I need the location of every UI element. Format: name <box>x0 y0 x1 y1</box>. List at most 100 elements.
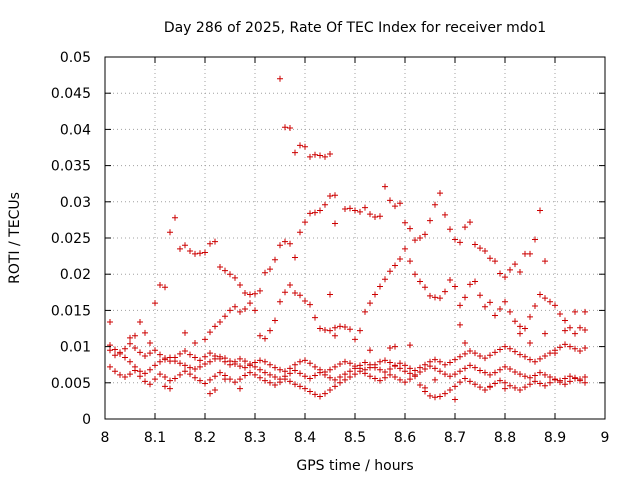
data-point-cluster-low-a <box>487 371 493 378</box>
data-point-arc-mid-1 <box>272 256 278 263</box>
data-point-cluster-low-c <box>452 356 458 363</box>
data-point-cluster-low-b <box>167 377 173 384</box>
data-point-arc-mid-3 <box>312 314 318 321</box>
data-point-cluster-low-c <box>277 376 283 383</box>
data-point-arc-mid-2 <box>492 258 498 265</box>
data-point-cluster-low-a <box>207 358 213 365</box>
data-point-arc-mid-1 <box>132 332 138 339</box>
data-point-arc-mid-3 <box>457 302 463 309</box>
data-point-cluster-low-b <box>262 377 268 384</box>
data-point-cluster-low-c <box>352 365 358 372</box>
data-point-arc-mid-1 <box>162 284 168 291</box>
x-tick-label: 8.1 <box>144 430 166 446</box>
data-point-cluster-low-c <box>542 353 548 360</box>
data-point-cluster-low-b <box>572 375 578 382</box>
data-point-arc-mid-1 <box>177 245 183 252</box>
data-point-cluster-low-c <box>527 356 533 363</box>
data-point-cluster-low-b <box>192 374 198 381</box>
data-point-cluster-low-b <box>417 381 423 388</box>
data-point-cluster-low-c <box>407 365 413 372</box>
data-point-arc-mid-2 <box>407 225 413 232</box>
data-point-arc-mid-3 <box>302 297 308 304</box>
data-point-arc-mid-1 <box>217 263 223 270</box>
data-point-cluster-low-b <box>137 373 143 380</box>
data-point-arc-mid-2 <box>462 224 468 231</box>
data-point-arc-mid-2 <box>372 214 378 221</box>
data-point-scatter-misc <box>182 329 188 336</box>
data-point-scatter-misc <box>192 339 198 346</box>
data-point-arc-mid-3 <box>237 308 243 315</box>
data-point-arc-mid-1 <box>227 271 233 278</box>
data-point-arc-mid-3 <box>447 276 453 283</box>
data-point-cluster-low-c <box>262 369 268 376</box>
data-point-arc-mid-3 <box>542 295 548 302</box>
data-point-cluster-low-c <box>372 364 378 371</box>
data-point-cluster-low-a <box>507 366 513 373</box>
data-point-arc-mid-1 <box>197 250 203 257</box>
data-point-scatter-misc <box>432 376 438 383</box>
data-point-cluster-low-a <box>242 364 248 371</box>
data-point-arc-mid-3 <box>397 255 403 262</box>
data-point-cluster-low-b <box>437 393 443 400</box>
data-point-arc-mid-1 <box>237 282 243 289</box>
data-point-cluster-low-b <box>397 376 403 383</box>
data-point-cluster-low-b <box>452 383 458 390</box>
data-point-arc-mid-3 <box>327 327 333 334</box>
data-point-scatter-misc <box>517 323 523 330</box>
data-point-arc-mid-2 <box>512 261 518 268</box>
data-point-arc-mid-3 <box>317 325 323 332</box>
data-point-arc-mid-1 <box>232 274 238 281</box>
data-point-cluster-low-b <box>432 394 438 401</box>
data-point-arc-mid-2 <box>377 213 383 220</box>
data-point-cluster-low-c <box>182 347 188 354</box>
data-point-cluster-low-a <box>442 371 448 378</box>
data-point-cluster-low-b <box>402 379 408 386</box>
data-point-arc-mid-2 <box>452 236 458 243</box>
data-point-cluster-low-c <box>267 371 273 378</box>
data-point-arc-mid-3 <box>247 300 253 307</box>
data-point-arc-mid-3 <box>547 298 553 305</box>
x-tick-label: 8.3 <box>244 430 266 446</box>
data-point-cluster-low-a <box>202 360 208 367</box>
data-point-cluster-low-b <box>407 376 413 383</box>
data-point-cluster-low-a <box>152 362 158 369</box>
data-point-arc-mid-2 <box>342 206 348 213</box>
data-point-cluster-low-c <box>287 370 293 377</box>
data-point-cluster-low-c <box>582 345 588 352</box>
data-point-arc-high <box>292 149 298 156</box>
data-point-arc-mid-3 <box>462 294 468 301</box>
data-point-cluster-low-b <box>392 374 398 381</box>
data-point-cluster-low-b <box>482 387 488 394</box>
data-point-scatter-misc <box>367 347 373 354</box>
data-point-cluster-low-c <box>317 369 323 376</box>
data-point-arc-mid-3 <box>202 336 208 343</box>
data-point-scatter-misc <box>422 384 428 391</box>
data-point-arc-mid-1 <box>202 249 208 256</box>
data-point-cluster-low-c <box>132 345 138 352</box>
data-point-arc-mid-2 <box>427 217 433 224</box>
data-point-arc-mid-3 <box>232 303 238 310</box>
data-point-arc-mid-3 <box>212 323 218 330</box>
data-point-cluster-low-c <box>377 366 383 373</box>
data-point-arc-mid-2 <box>527 250 533 257</box>
data-point-cluster-low-c <box>532 358 538 365</box>
data-point-arc-mid-2 <box>442 211 448 218</box>
data-point-arc-mid-2 <box>457 239 463 246</box>
data-point-arc-mid-3 <box>422 284 428 291</box>
data-point-cluster-low-c <box>402 362 408 369</box>
data-point-cluster-low-c <box>487 352 493 359</box>
data-point-arc-mid-2 <box>437 190 443 197</box>
data-point-cluster-low-a <box>147 366 153 373</box>
data-point-cluster-low-c <box>457 353 463 360</box>
data-point-arc-mid-2 <box>382 183 388 190</box>
data-point-cluster-low-b <box>457 379 463 386</box>
data-point-arc-mid-3 <box>257 332 263 339</box>
data-point-arc-mid-2 <box>357 208 363 215</box>
data-point-arc-mid-1 <box>277 242 283 249</box>
data-point-cluster-low-a <box>502 363 508 370</box>
data-point-cluster-low-a <box>377 358 383 365</box>
data-point-cluster-low-b <box>117 371 123 378</box>
data-point-cluster-low-b <box>187 371 193 378</box>
data-point-cluster-low-a <box>482 369 488 376</box>
data-point-arc-mid-1 <box>182 242 188 249</box>
